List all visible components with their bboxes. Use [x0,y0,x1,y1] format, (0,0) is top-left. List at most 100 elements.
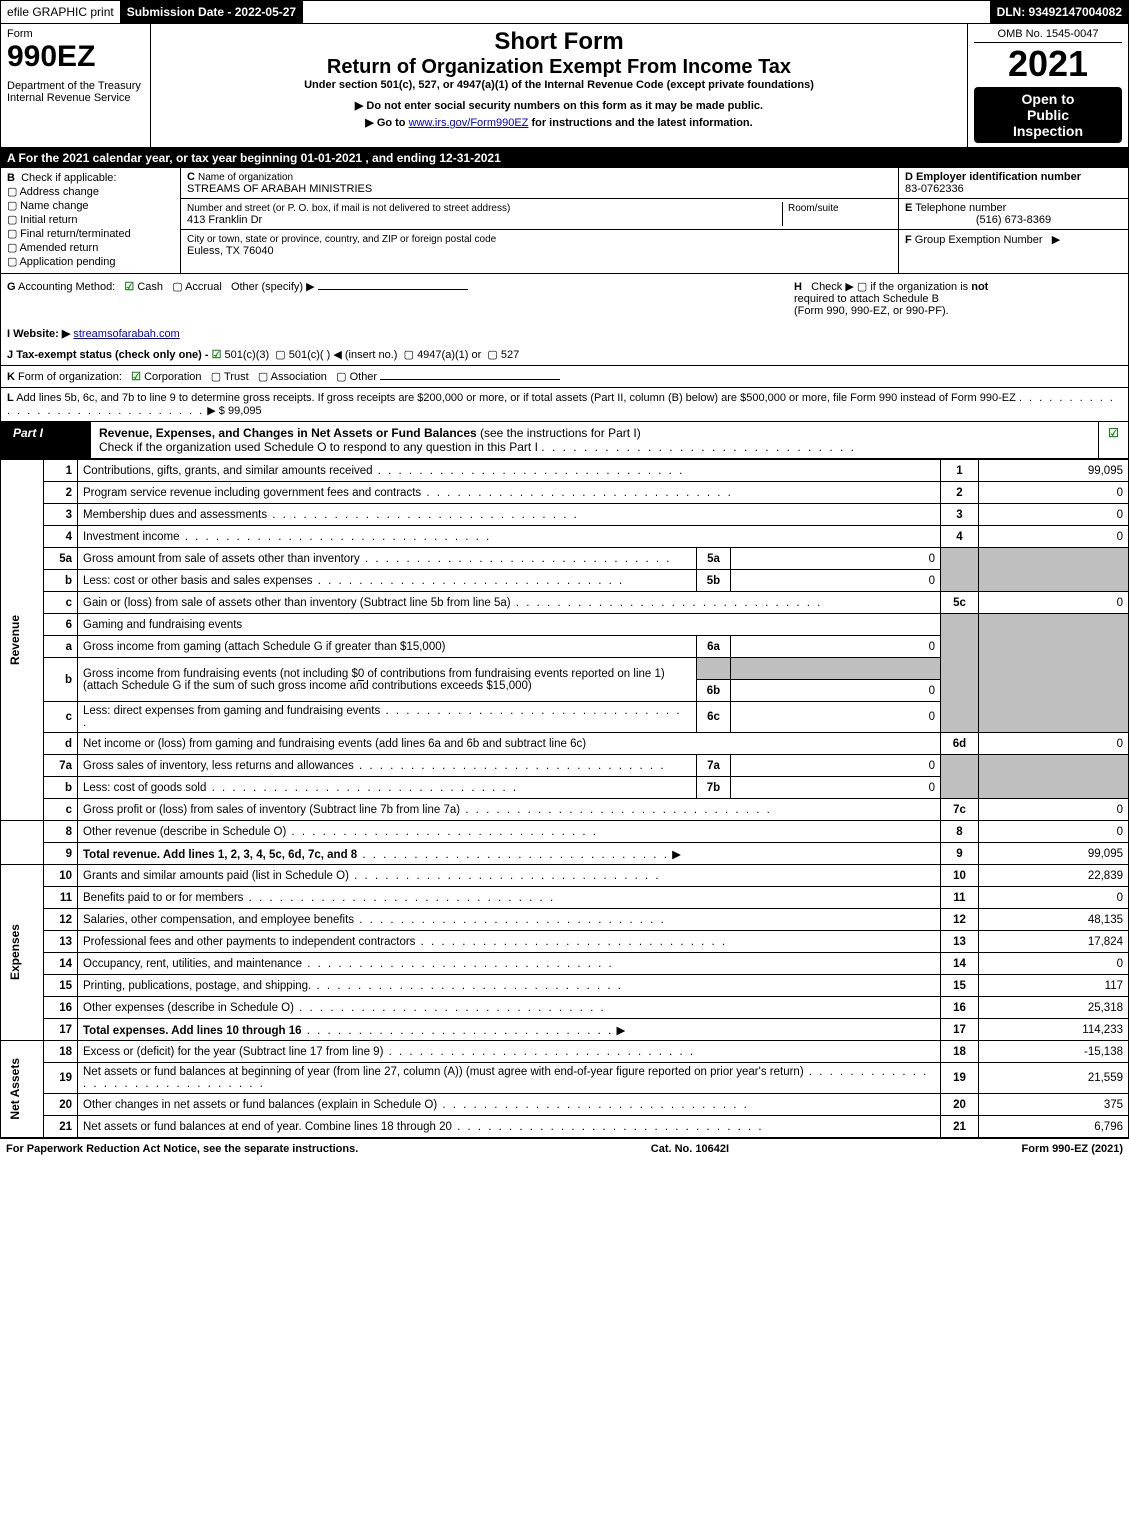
g-label: G [7,281,16,293]
table-row: 5a Gross amount from sale of assets othe… [1,548,1129,570]
line-num: 18 [44,1041,78,1063]
footer-form: Form 990-EZ (2021) [1022,1143,1124,1155]
dln: DLN: 93492147004082 [991,1,1128,23]
row-h: H Check ▶ ▢ if the organization is not r… [788,274,1128,323]
subline-value: 0 [731,702,941,733]
chk-name-change[interactable]: ▢ Name change [7,199,174,212]
k-label: K [7,371,15,383]
part1-checkbox[interactable]: ☑ [1098,422,1128,458]
opt-corporation: Corporation [144,371,201,383]
chk-application-pending[interactable]: ▢ Application pending [7,255,174,268]
subline-value: 0 [731,548,941,570]
line-num: 11 [44,887,78,909]
line-n: 2 [941,482,979,504]
line-num: 15 [44,975,78,997]
omb-number: OMB No. 1545-0047 [974,28,1122,43]
line-amt: 0 [979,526,1129,548]
line-desc: Gaming and fundraising events [78,614,941,636]
ssn-warning: Do not enter social security numbers on … [366,100,763,112]
subline-label: 5a [697,548,731,570]
line-n: 7c [941,799,979,821]
website-label: Website: ▶ [13,328,70,340]
table-row: 3 Membership dues and assessments 3 0 [1,504,1129,526]
line-desc: Grants and similar amounts paid (list in… [78,865,941,887]
line-desc: Less: direct expenses from gaming and fu… [78,702,697,733]
line-amt: -15,138 [979,1041,1129,1063]
subline-label: 6b [697,680,731,702]
table-row: 19 Net assets or fund balances at beginn… [1,1063,1129,1094]
line-desc: Gross sales of inventory, less returns a… [78,755,697,777]
table-row: 2 Program service revenue including gove… [1,482,1129,504]
efile-print[interactable]: efile GRAPHIC print [1,1,121,23]
shaded-cell [941,548,979,592]
website-link[interactable]: streamsofarabah.com [73,328,179,340]
subline-value: 0 [731,777,941,799]
line-amt: 21,559 [979,1063,1129,1094]
line-desc: Other revenue (describe in Schedule O) [78,821,941,843]
line-num: b [44,658,78,702]
checkbox-icon: ▢ [258,371,268,383]
line-num: c [44,799,78,821]
check-if-applicable: Check if applicable: [21,172,116,184]
header-left: Form 990EZ Department of the Treasury In… [1,24,151,147]
org-name: STREAMS OF ARABAH MINISTRIES [187,183,372,195]
line-n: 17 [941,1019,979,1041]
arrow-icon: ▶ [365,117,377,129]
opt-other: Other (specify) ▶ [231,281,315,293]
chk-address-change[interactable]: ▢ Address change [7,185,174,198]
return-title: Return of Organization Exempt From Incom… [157,56,961,79]
line-amt: 375 [979,1094,1129,1116]
other-org-line [380,379,560,380]
table-row: 14 Occupancy, rent, utilities, and maint… [1,953,1129,975]
checkbox-icon: ▢ [275,349,285,361]
side-net-assets: Net Assets [1,1041,44,1138]
line-n: 20 [941,1094,979,1116]
line-num: 12 [44,909,78,931]
open-to-public: Open to Public Inspection [974,87,1122,143]
part1-check-text: Check if the organization used Schedule … [99,440,538,454]
line-amt: 117 [979,975,1129,997]
line-amt: 17,824 [979,931,1129,953]
chk-amended-return[interactable]: ▢ Amended return [7,241,174,254]
section-b: B Check if applicable: ▢ Address change … [1,168,181,273]
line-desc: Occupancy, rent, utilities, and maintena… [78,953,941,975]
line-num: a [44,636,78,658]
line-desc: Net assets or fund balances at beginning… [78,1063,941,1094]
table-row: Net Assets 18 Excess or (deficit) for th… [1,1041,1129,1063]
table-row: 21 Net assets or fund balances at end of… [1,1116,1129,1138]
line-desc: Gross income from fundraising events (no… [78,658,697,702]
line-amt: 0 [979,592,1129,614]
table-row: 11 Benefits paid to or for members 11 0 [1,887,1129,909]
h-not: not [971,281,988,293]
c-label: C [187,171,195,183]
f-label: F [905,234,912,246]
shaded-cell [979,548,1129,592]
arrow-icon: ▶ [1052,234,1060,246]
inspect3: Inspection [980,123,1116,139]
line-desc: Less: cost or other basis and sales expe… [78,570,697,592]
l-label: L [7,392,14,404]
chk-initial-return[interactable]: ▢ Initial return [7,213,174,226]
accounting-method-label: Accounting Method: [18,281,115,293]
line-n: 4 [941,526,979,548]
side-blank [1,821,44,865]
opt-association: Association [271,371,327,383]
irs-link[interactable]: www.irs.gov/Form990EZ [409,117,529,129]
line-amt: 48,135 [979,909,1129,931]
form-number: 990EZ [7,40,144,74]
line-num: 21 [44,1116,78,1138]
b-label: B [7,172,15,184]
table-row: 9 Total revenue. Add lines 1, 2, 3, 4, 5… [1,843,1129,865]
line-desc: Total expenses. Add lines 10 through 16 … [78,1019,941,1041]
opt-527: 527 [501,349,519,361]
line-desc: Gross income from gaming (attach Schedul… [78,636,697,658]
goto-post: for instructions and the latest informat… [528,117,752,129]
opt-501c3: 501(c)(3) [225,349,270,361]
line-n: 3 [941,504,979,526]
chk-final-return[interactable]: ▢ Final return/terminated [7,227,174,240]
checkbox-icon: ▢ [404,349,414,361]
l-text: Add lines 5b, 6c, and 7b to line 9 to de… [16,392,1016,404]
shaded-cell [979,614,1129,733]
line-desc: Program service revenue including govern… [78,482,941,504]
checkbox-checked-icon: ☑ [124,281,134,293]
